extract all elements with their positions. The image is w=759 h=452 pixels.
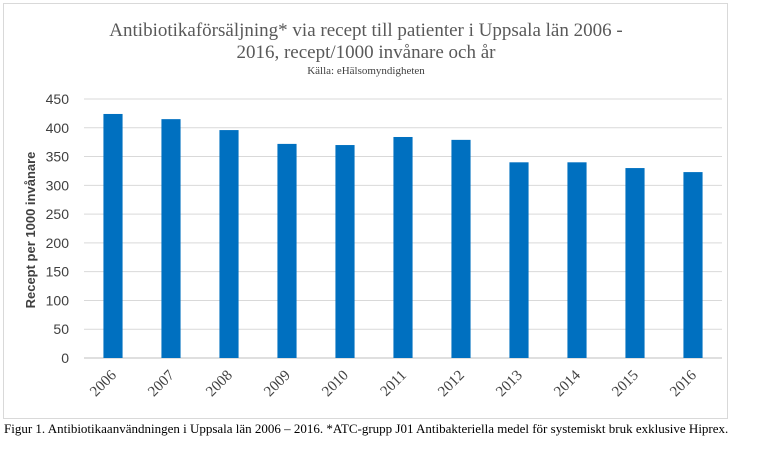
y-tick-label: 200	[46, 235, 70, 251]
bar-2007	[161, 119, 181, 359]
x-tick-label-2010: 2010	[319, 368, 352, 401]
figure-caption: Figur 1. Antibiotikaanvändningen i Uppsa…	[4, 421, 729, 436]
y-tick-label: 150	[46, 264, 70, 280]
y-tick-label: 400	[46, 120, 70, 136]
x-tick-label-2009: 2009	[261, 368, 294, 401]
bar-2011	[393, 136, 413, 358]
y-tick-labels: 0 50 100 150 200 250 300 350 400 450	[46, 91, 70, 366]
y-tick-label: 350	[46, 149, 70, 165]
y-axis-label: Recept per 1000 invånare	[23, 152, 38, 309]
y-tick-label: 100	[46, 292, 70, 308]
bar-2016	[683, 172, 703, 358]
y-tick-label: 50	[53, 321, 69, 337]
bar-2012	[451, 139, 471, 358]
chart-frame: Antibiotikaförsäljning* via recept till …	[3, 3, 728, 419]
x-tick-label-2011: 2011	[378, 368, 410, 400]
bar-chart: Antibiotikaförsäljning* via recept till …	[23, 20, 722, 400]
x-tick-labels: 2006 2007 2008 2009 2010 2011 2012 2013 2014 2015…	[87, 367, 700, 400]
x-tick-label-2007: 2007	[145, 367, 178, 400]
x-tick-label-2006: 2006	[87, 367, 120, 400]
bar-2009	[277, 143, 297, 358]
x-tick-label-2016: 2016	[667, 367, 700, 400]
y-tick-label: 250	[46, 206, 70, 222]
y-tick-label: 0	[61, 350, 69, 366]
y-tick-label: 300	[46, 177, 70, 193]
x-tick-label-2013: 2013	[493, 368, 526, 401]
bar-2008	[219, 130, 239, 358]
bar-2006	[103, 113, 123, 358]
chart-title-line-1: Antibiotikaförsäljning* via recept till …	[109, 20, 622, 41]
x-tick-label-2014: 2014	[551, 367, 584, 400]
bars	[103, 113, 703, 359]
chart-title-line-2: 2016, recept/1000 invånare och år	[236, 42, 496, 63]
x-tick-label-2012: 2012	[435, 368, 468, 401]
bar-2010	[335, 145, 355, 358]
y-tick-label: 450	[46, 91, 70, 107]
x-tick-label-2008: 2008	[203, 368, 236, 401]
bar-2015	[625, 168, 645, 358]
chart-subtitle: Källa: eHälsomyndigheten	[307, 65, 425, 77]
bar-2013	[509, 162, 529, 358]
bar-2014	[567, 162, 587, 358]
x-tick-label-2015: 2015	[609, 368, 642, 401]
